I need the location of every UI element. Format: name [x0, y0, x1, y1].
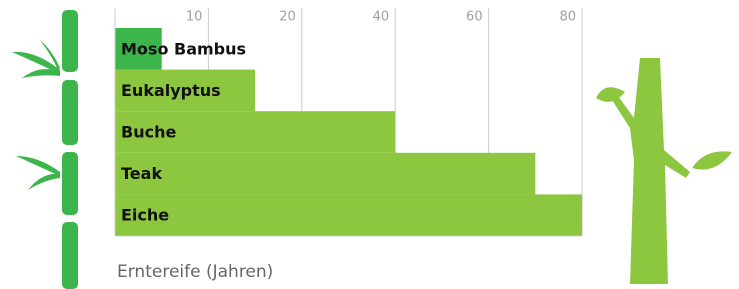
plot: 10 20 40 60 80 Moso Bambus Eukalyptus Buche Teak…: [115, 8, 582, 236]
category-label: Teak: [121, 164, 162, 183]
category-label: Buche: [121, 123, 176, 142]
chart: 10 20 40 60 80 Moso Bambus Eukalyptus Buche Teak…: [0, 0, 739, 289]
category-label: Eiche: [121, 206, 169, 225]
x-tick-label: 60: [466, 10, 483, 25]
category-label: Moso Bambus: [121, 39, 246, 58]
bar: [115, 194, 582, 236]
category-label: Eukalyptus: [121, 81, 221, 100]
x-tick-label: 40: [373, 10, 390, 25]
x-tick-label: 10: [186, 10, 203, 25]
bamboo-left: [12, 10, 78, 289]
x-tick-label: 20: [279, 10, 296, 25]
bamboo-tree-right: [596, 58, 732, 284]
bar: [115, 153, 535, 195]
x-tick-label: 80: [559, 10, 576, 25]
x-axis-title: Erntereife (Jahren): [117, 262, 273, 282]
